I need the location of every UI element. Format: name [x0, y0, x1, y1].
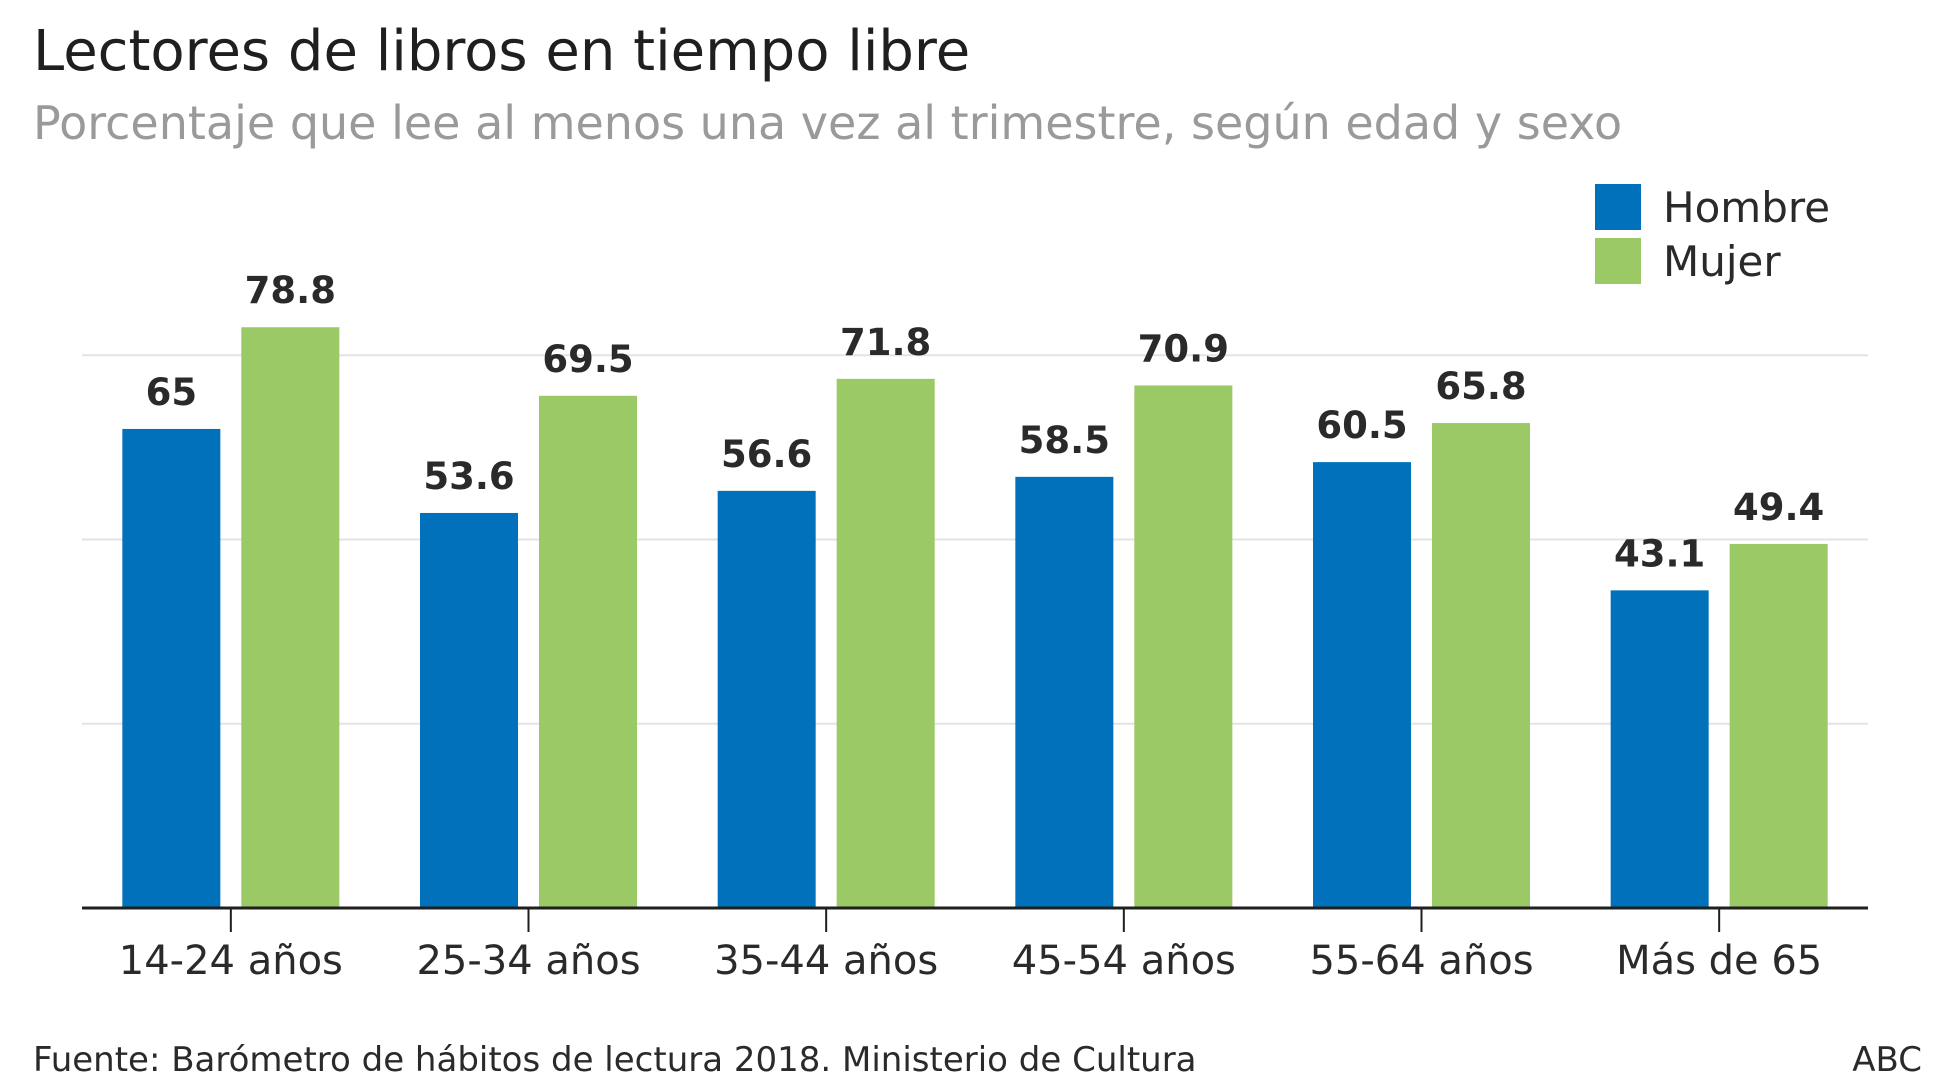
- bar-mujer: [241, 327, 340, 908]
- bar-hombre: [122, 428, 221, 908]
- chart-title: Lectores de libros en tiempo libre: [33, 19, 971, 84]
- legend-swatch-hombre: [1595, 184, 1641, 230]
- chart-subtitle: Porcentaje que lee al menos una vez al t…: [33, 96, 1623, 150]
- data-label-mujer: 49.4: [1733, 486, 1824, 529]
- bar-mujer: [1432, 423, 1530, 908]
- x-tick-label: Más de 65: [1616, 938, 1822, 984]
- data-label-mujer: 65.8: [1435, 365, 1526, 408]
- bar-hombre: [1313, 462, 1411, 908]
- data-label-mujer: 69.5: [542, 338, 633, 381]
- data-label-hombre: 43.1: [1614, 532, 1705, 575]
- legend: Hombre Mujer: [1595, 180, 1830, 288]
- brand-label: ABC: [1852, 1040, 1922, 1080]
- bar-hombre: [420, 512, 518, 908]
- bar-mujer: [1134, 385, 1233, 908]
- data-label-hombre: 60.5: [1316, 404, 1407, 447]
- legend-item-hombre: Hombre: [1595, 180, 1830, 234]
- data-label-mujer: 78.8: [245, 269, 336, 312]
- bar-hombre: [1610, 590, 1709, 908]
- x-tick-label: 45-54 años: [1012, 938, 1236, 984]
- legend-label-mujer: Mujer: [1663, 236, 1781, 286]
- legend-swatch-mujer: [1595, 238, 1641, 284]
- x-tick-label: 14-24 años: [119, 938, 343, 984]
- x-tick-label: 25-34 años: [416, 938, 640, 984]
- data-label-mujer: 71.8: [840, 321, 931, 364]
- bar-mujer: [539, 395, 637, 908]
- data-label-hombre: 56.6: [721, 433, 812, 476]
- data-label-hombre: 58.5: [1019, 419, 1110, 462]
- x-tick-label: 55-64 años: [1309, 938, 1533, 984]
- x-tick-label: 35-44 años: [714, 938, 938, 984]
- source-note: Fuente: Barómetro de hábitos de lectura …: [33, 1040, 1197, 1080]
- legend-item-mujer: Mujer: [1595, 234, 1830, 288]
- bar-hombre: [1015, 476, 1114, 908]
- legend-label-hombre: Hombre: [1663, 182, 1831, 232]
- bar-mujer: [1729, 543, 1828, 908]
- bar-hombre: [717, 490, 816, 908]
- data-label-mujer: 70.9: [1138, 327, 1229, 370]
- data-label-hombre: 53.6: [423, 455, 514, 498]
- bar-mujer: [836, 378, 935, 909]
- data-label-hombre: 65: [146, 371, 198, 414]
